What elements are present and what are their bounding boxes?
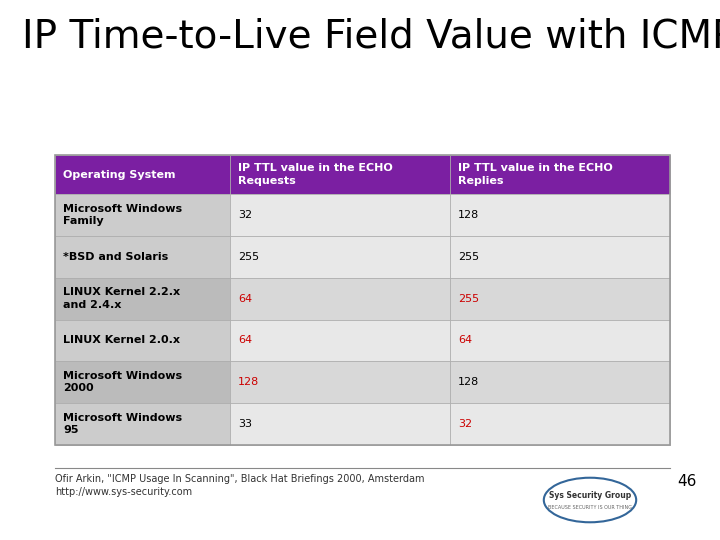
Text: 255: 255 <box>458 252 479 262</box>
Text: 32: 32 <box>458 419 472 429</box>
Text: 64: 64 <box>458 335 472 346</box>
Text: 128: 128 <box>238 377 259 387</box>
Text: Microsoft Windows
2000: Microsoft Windows 2000 <box>63 371 182 394</box>
Text: 46: 46 <box>678 474 696 489</box>
Text: IP TTL value in the ECHO
Requests: IP TTL value in the ECHO Requests <box>238 164 393 186</box>
Text: Operating System: Operating System <box>63 170 176 180</box>
Text: LINUX Kernel 2.0.x: LINUX Kernel 2.0.x <box>63 335 180 346</box>
Text: IP Time-to-Live Field Value with ICMP: IP Time-to-Live Field Value with ICMP <box>22 18 720 56</box>
Text: 32: 32 <box>238 210 253 220</box>
Text: Microsoft Windows
95: Microsoft Windows 95 <box>63 413 182 435</box>
Text: 64: 64 <box>238 294 253 303</box>
Text: Ofir Arkin, "ICMP Usage In Scanning", Black Hat Briefings 2000, Amsterdam
http:/: Ofir Arkin, "ICMP Usage In Scanning", Bl… <box>55 474 425 497</box>
Text: 255: 255 <box>458 294 479 303</box>
Text: BECAUSE SECURITY IS OUR THING: BECAUSE SECURITY IS OUR THING <box>548 505 632 510</box>
Text: Microsoft Windows
Family: Microsoft Windows Family <box>63 204 182 226</box>
Text: 128: 128 <box>458 210 479 220</box>
Text: LINUX Kernel 2.2.x
and 2.4.x: LINUX Kernel 2.2.x and 2.4.x <box>63 287 180 310</box>
Text: *BSD and Solaris: *BSD and Solaris <box>63 252 168 262</box>
Text: Sys Security Group: Sys Security Group <box>549 491 631 500</box>
Text: 128: 128 <box>458 377 479 387</box>
Text: 33: 33 <box>238 419 252 429</box>
Text: 64: 64 <box>238 335 253 346</box>
Text: IP TTL value in the ECHO
Replies: IP TTL value in the ECHO Replies <box>458 164 613 186</box>
Text: 255: 255 <box>238 252 259 262</box>
